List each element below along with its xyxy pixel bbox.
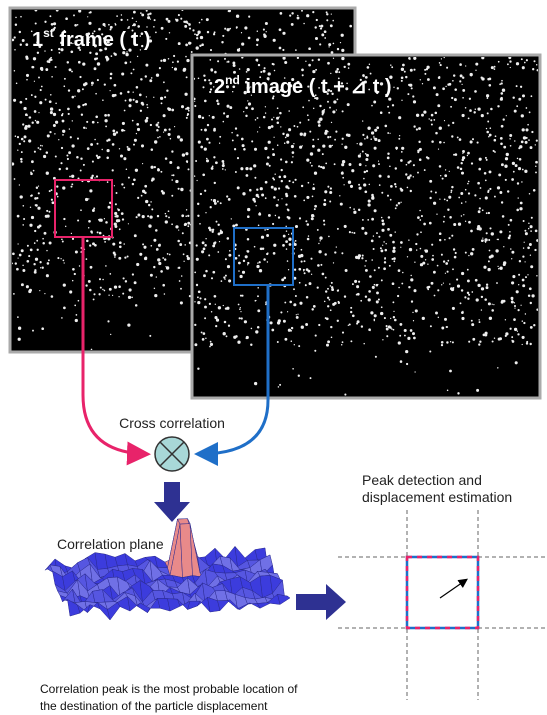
correlation-symbol <box>154 436 190 472</box>
peak-label-2: displacement estimation <box>362 489 512 505</box>
correlation-plane-label: Correlation plane <box>57 536 164 552</box>
caption-1: Correlation peak is the most probable lo… <box>40 682 298 696</box>
right-arrow <box>296 584 346 620</box>
frame-2 <box>190 53 542 400</box>
peak-label-1: Peak detection and <box>362 472 482 488</box>
surface-cell <box>217 599 231 612</box>
peak-cell <box>405 555 480 630</box>
particles <box>194 57 538 396</box>
particles-2 <box>194 57 538 396</box>
displacement-vector <box>439 578 468 599</box>
grid <box>338 510 547 700</box>
down-arrow <box>154 482 190 522</box>
blue-connector <box>194 285 270 466</box>
caption-2: the destination of the particle displace… <box>40 699 268 713</box>
surface-cell <box>257 602 271 609</box>
surface-cell <box>277 594 291 605</box>
peak-cell-dash <box>405 555 480 630</box>
frame-1-label: 1st frame ( t ) <box>32 26 150 51</box>
frame-2-label: 2nd image ( t + ⊿ t ) <box>214 73 392 98</box>
window-2 <box>233 227 294 286</box>
correlation-surface <box>44 518 291 621</box>
red-connector <box>81 237 151 466</box>
cross-correlation-label: Cross correlation <box>119 415 225 431</box>
